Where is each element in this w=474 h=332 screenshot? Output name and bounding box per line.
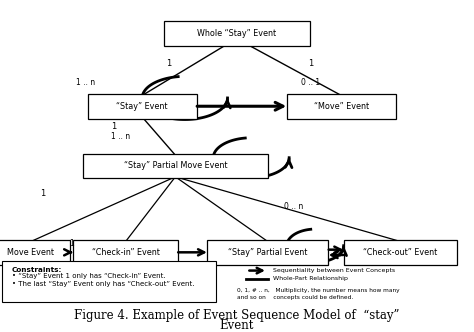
Text: • The last “Stay” Event only has “Check-out” Event.: • The last “Stay” Event only has “Check-… <box>12 281 194 287</box>
Text: Constraints:: Constraints: <box>12 267 62 273</box>
FancyBboxPatch shape <box>83 153 268 178</box>
Text: 1: 1 <box>166 59 171 68</box>
Text: Whole “Stay” Event: Whole “Stay” Event <box>198 29 276 38</box>
Text: Figure 4. Example of Event Sequence Model of  “stay”: Figure 4. Example of Event Sequence Mode… <box>74 309 400 322</box>
FancyBboxPatch shape <box>344 240 457 265</box>
Text: 0 .. 1: 0 .. 1 <box>301 78 320 87</box>
Text: Move Event: Move Event <box>7 248 55 257</box>
Text: 0, 1, # .. n,   Multiplicity, the number means how many: 0, 1, # .. n, Multiplicity, the number m… <box>237 288 400 293</box>
Text: • “Stay” Event 1 only has “Check-in” Event.: • “Stay” Event 1 only has “Check-in” Eve… <box>12 273 165 279</box>
Text: Event: Event <box>220 319 254 332</box>
Text: “Stay” Partial Event: “Stay” Partial Event <box>228 248 308 257</box>
Text: “Check-out” Event: “Check-out” Event <box>364 248 438 257</box>
FancyBboxPatch shape <box>2 261 216 302</box>
FancyBboxPatch shape <box>287 94 396 119</box>
Text: Whole-Part Relationship: Whole-Part Relationship <box>273 276 347 282</box>
FancyBboxPatch shape <box>88 94 197 119</box>
Text: 1 .. n: 1 .. n <box>76 78 95 87</box>
Text: and so on    concepts could be defined.: and so on concepts could be defined. <box>237 295 353 300</box>
Text: “Move” Event: “Move” Event <box>314 102 369 111</box>
FancyBboxPatch shape <box>0 240 70 265</box>
FancyBboxPatch shape <box>207 240 328 265</box>
Text: “Check-in” Event: “Check-in” Event <box>91 248 160 257</box>
Text: 1: 1 <box>40 189 46 198</box>
Text: 1: 1 <box>111 123 117 131</box>
Text: 0 .. n: 0 .. n <box>284 202 304 211</box>
FancyBboxPatch shape <box>164 21 310 45</box>
FancyBboxPatch shape <box>73 240 178 265</box>
Text: “Stay” Partial Move Event: “Stay” Partial Move Event <box>124 161 227 171</box>
Text: 1: 1 <box>69 239 74 248</box>
Text: “Stay” Event: “Stay” Event <box>117 102 168 111</box>
Text: 1: 1 <box>308 59 313 68</box>
Text: Sequentiality between Event Concepts: Sequentiality between Event Concepts <box>273 268 395 273</box>
Text: 1 .. n: 1 .. n <box>111 132 130 141</box>
